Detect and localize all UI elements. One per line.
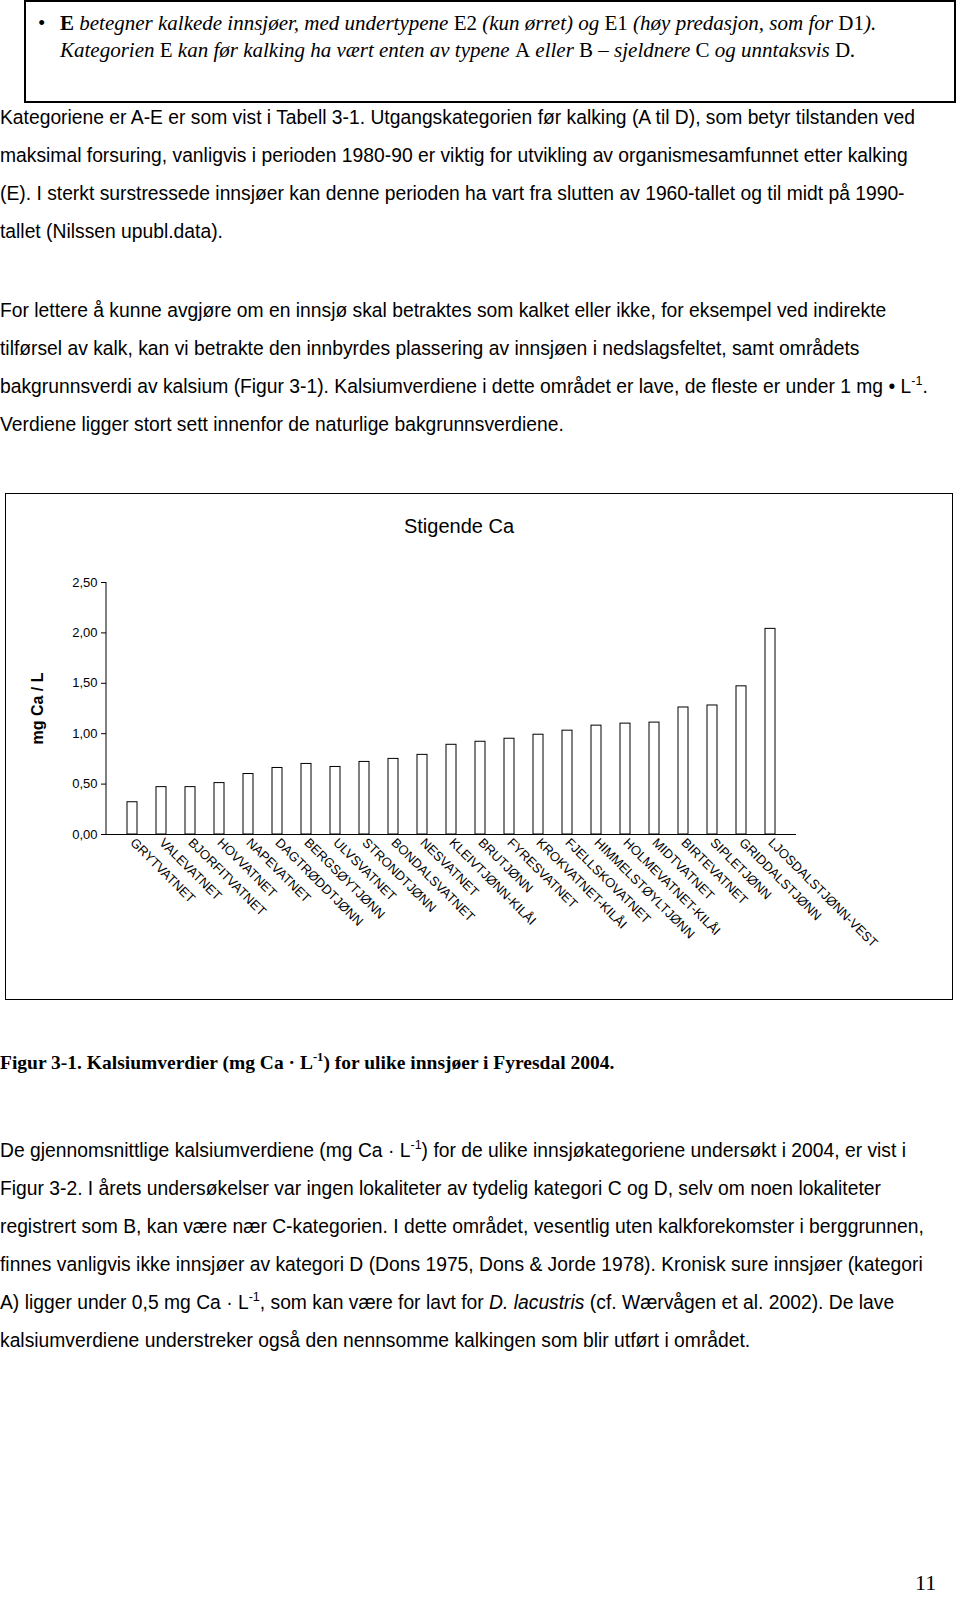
svg-text:VALEVATNET: VALEVATNET: [156, 835, 225, 904]
html-text:11: 11: [915, 1570, 937, 1595]
svg-text:ULVSVATNET: ULVSVATNET: [330, 835, 400, 904]
html-text:Figur 3-1. Kalsiumverdier (mg: Figur 3-1. Kalsiumverdier (mg Ca · L-1) …: [0, 1050, 615, 1073]
svg-text:1,50: 1,50: [72, 675, 97, 690]
svg-text:DAGTRØDDTJØNN: DAGTRØDDTJØNN: [272, 835, 367, 929]
svg-text:GRIDDALSTJØNN: GRIDDALSTJØNN: [736, 835, 825, 924]
svg-text:LJOSDALSTJØNN-VEST: LJOSDALSTJØNN-VEST: [765, 835, 880, 950]
svg-text:2,00: 2,00: [72, 625, 97, 640]
svg-text:HOLMEVATNET-KILÅI: HOLMEVATNET-KILÅI: [620, 835, 723, 938]
svg-text:1,00: 1,00: [72, 726, 97, 741]
svg-text:2,50: 2,50: [72, 575, 97, 590]
svg-text:BERGSØYTJØNN: BERGSØYTJØNN: [301, 835, 389, 922]
svg-text:mg Ca / L: mg Ca / L: [29, 672, 46, 744]
svg-text:MIDTVATNET: MIDTVATNET: [649, 835, 718, 903]
svg-text:HOVVATNET: HOVVATNET: [214, 835, 280, 901]
html-text:Kategoriene er A-E er som vist: Kategoriene er A-E er som vist i Tabell …: [0, 107, 915, 242]
svg-text:BIRTEVATNET: BIRTEVATNET: [678, 835, 751, 908]
html-text:E betegner kalkede innsjøer, m: E betegner kalkede innsjøer, med underty…: [60, 11, 877, 62]
svg-text:NAPEVATNET: NAPEVATNET: [243, 835, 314, 906]
svg-text:0,50: 0,50: [72, 776, 97, 791]
svg-text:SIPLETJØNN: SIPLETJØNN: [707, 835, 775, 903]
svg-text:KROKVATNET-KILÅI: KROKVATNET-KILÅI: [533, 835, 630, 932]
svg-text:FYRESVATNET: FYRESVATNET: [504, 835, 581, 912]
svg-text:NESVATNET: NESVATNET: [417, 835, 482, 900]
svg-text:BJORFITVATNET: BJORFITVATNET: [185, 835, 270, 919]
svg-text:KLEIVTJØNN-KILÅI: KLEIVTJØNN-KILÅI: [446, 835, 540, 928]
svg-text:STRONDTJØNN: STRONDTJØNN: [359, 835, 440, 915]
svg-text:GRYTVATNET: GRYTVATNET: [127, 835, 199, 906]
svg-text:FJELLSKOVATNET: FJELLSKOVATNET: [562, 835, 654, 927]
html-text:Stigende Ca: Stigende Ca: [404, 515, 514, 537]
svg-text:BRUTJØNN: BRUTJØNN: [475, 835, 537, 896]
svg-text:0,00: 0,00: [72, 827, 97, 842]
html-text:De gjennomsnittlige kalsiumver: De gjennomsnittlige kalsiumverdiene (mg …: [0, 1138, 924, 1351]
html-text:For lettere å kunne avgjøre om: For lettere å kunne avgjøre om en innsjø…: [0, 300, 928, 435]
svg-text:BONDALSVATNET: BONDALSVATNET: [388, 835, 478, 925]
svg-text:HIMMELSTØYLTJØNN: HIMMELSTØYLTJØNN: [591, 835, 698, 942]
